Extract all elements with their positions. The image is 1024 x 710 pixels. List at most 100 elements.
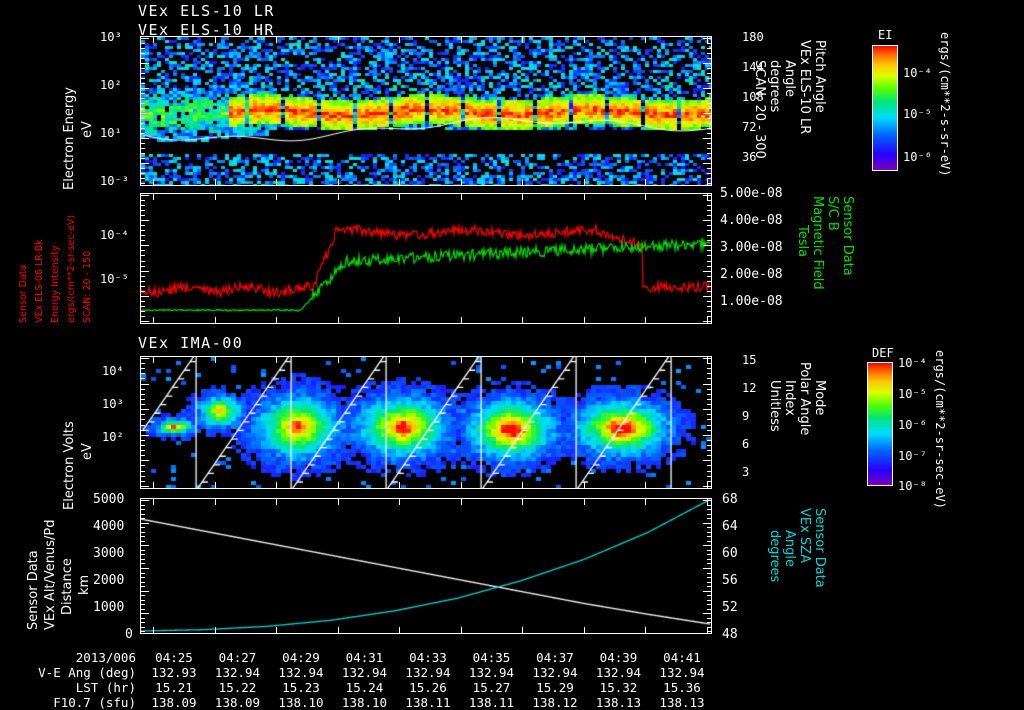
axis-tick [707,600,711,601]
axis-tick [141,378,145,379]
axis-tick [141,250,145,251]
panel3-plot-area[interactable] [140,356,712,489]
axis-tick [645,499,646,505]
panel3-colorbar-units: ergs/(cm**2-sr-sec-eV) [933,350,947,509]
axis-tick [141,78,145,79]
axis-tick [707,618,711,619]
axis-tick [153,482,154,488]
panel3-ytick-2: 10² [102,430,124,444]
axis-tick [707,514,711,515]
axis-tick [707,93,711,94]
axis-tick [141,83,145,84]
axis-tick [141,133,145,134]
panel1-title-line2: VEx ELS-10 HR [138,21,275,39]
axis-tick [707,235,711,236]
panel3-left-axis-label: Electron Volts [62,421,77,510]
axis-tick [707,404,711,405]
axis-tick [141,311,145,312]
axis-tick [141,604,145,605]
axis-tick [141,215,145,216]
axis-tick [141,389,145,390]
axis-tick [707,577,711,578]
axis-tick [276,482,277,488]
axis-tick [141,586,145,587]
axis-tick [141,573,145,574]
table-cell-f107-6: 138.12 [532,695,578,710]
panel1-plot-area[interactable] [140,36,712,186]
axis-tick [399,194,400,200]
axis-tick [707,505,711,506]
axis-tick [141,486,149,487]
panel1-right-label-1: Pitch Angle [812,40,827,113]
axis-tick [707,48,711,49]
panel1-right-tick-3: 72 [742,120,757,134]
axis-tick [215,357,216,363]
axis-tick [141,568,149,569]
panel4-left-label-1: Sensor Data [26,550,41,630]
axis-tick [141,595,145,596]
axis-tick [141,301,145,302]
axis-tick [141,148,145,149]
panel2-plot-area[interactable] [140,193,712,324]
axis-tick [707,582,711,583]
axis-tick [153,357,154,363]
table-cell-lst-7: 15.32 [599,680,638,695]
panel1-colorbar-title: EI [878,28,893,42]
axis-tick [645,627,646,633]
axis-tick [141,514,145,515]
axis-tick [707,627,711,628]
table-cell-ve_ang-2: 132.94 [278,665,324,680]
axis-tick [338,357,339,363]
panel2-right-tick-3: 2.00e-08 [720,267,783,282]
table-cell-ve_ang-3: 132.94 [341,665,388,680]
axis-tick [707,532,711,533]
axis-tick [461,37,462,43]
axis-tick [141,98,145,99]
table-cell-time-3: 04:31 [345,650,384,665]
axis-tick [338,627,339,633]
panel3-right-label-3: Index [782,380,797,416]
axis-tick [141,296,149,297]
axis-tick [703,195,711,196]
axis-tick [707,276,711,277]
axis-tick [461,499,462,505]
axis-tick [707,471,711,472]
panel2-right-tick-4: 1.00e-08 [720,294,783,309]
axis-tick [522,357,523,363]
axis-tick [141,230,145,231]
table-cell-ve_ang-0: 132.93 [151,665,197,680]
panel2-left-label-2: VEx ELS-06 LR-Bk [34,239,45,323]
axis-tick [141,118,145,119]
panel1-colorbar [872,45,898,171]
table-cell-time-0: 04:25 [155,650,193,665]
axis-tick [707,128,711,129]
axis-tick [141,138,149,139]
axis-tick [707,148,711,149]
axis-tick [707,450,711,451]
axis-tick [707,108,711,109]
axis-tick [215,317,216,323]
axis-tick [153,627,154,633]
axis-tick [141,266,145,267]
panel4-plot-area[interactable] [140,498,712,634]
axis-tick [707,240,711,241]
axis-tick [276,499,277,505]
axis-tick [399,499,400,505]
axis-tick [276,37,277,43]
axis-tick [215,37,216,43]
panel3-right-tick-0: 15 [742,353,757,367]
panel2-ytick-0: 10⁻⁴ [100,228,129,242]
table-cell-f107-1: 138.09 [214,695,261,710]
table-row-label-3: F10.7 (sfu) [53,695,136,710]
axis-tick [703,613,711,614]
axis-tick [707,179,708,185]
axis-tick [338,482,339,488]
panel3-colorbar [867,362,893,486]
axis-tick [141,93,145,94]
panel1-left-axis-units: eV [80,121,95,138]
axis-tick [399,317,400,323]
axis-tick [141,509,145,510]
axis-tick [141,430,145,431]
axis-tick [707,200,711,201]
table-cell-ve_ang-6: 132.94 [532,665,578,680]
